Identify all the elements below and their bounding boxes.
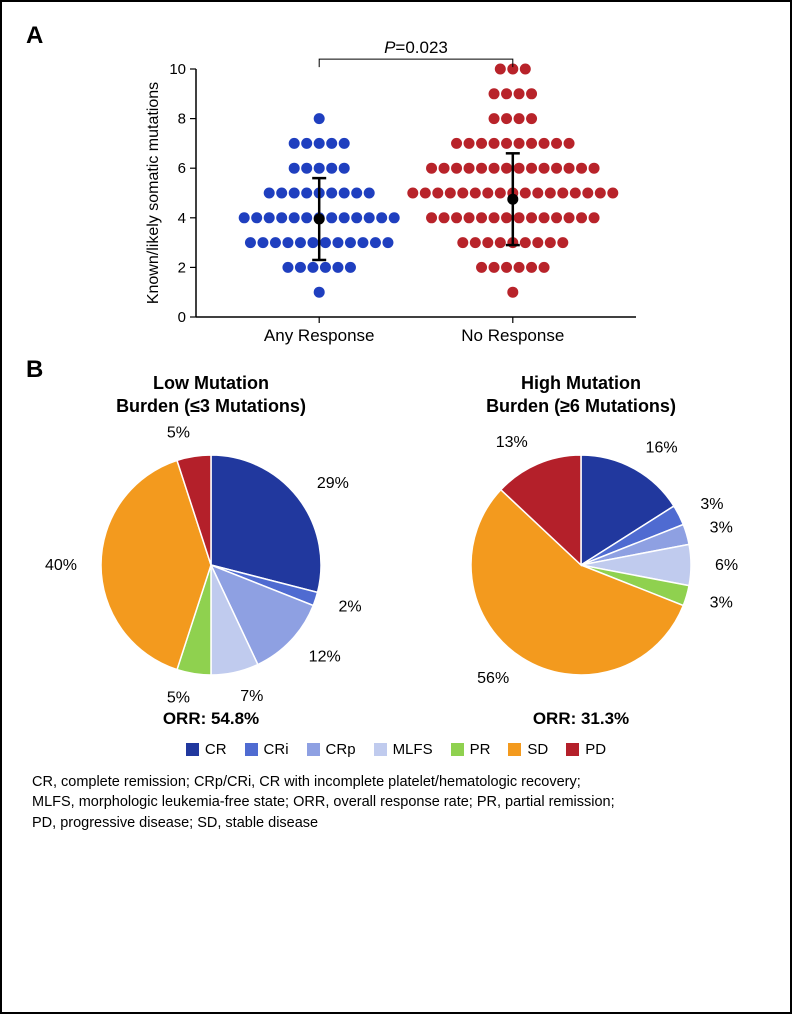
svg-text:P=0.023: P=0.023 <box>384 38 448 57</box>
pie-title-low-line2: Burden (≤3 Mutations) <box>116 396 306 416</box>
svg-text:5%: 5% <box>167 425 190 442</box>
pie-title-high-line1: High Mutation <box>521 373 641 393</box>
legend-swatch <box>508 743 521 756</box>
pie-svg-high: 16% 3% 3% 6% 3% 56% 13% <box>421 425 741 705</box>
svg-text:No Response: No Response <box>461 326 564 345</box>
legend-swatch <box>451 743 464 756</box>
pie-row: Low Mutation Burden (≤3 Mutations) 29% 2%… <box>26 362 766 729</box>
svg-text:29%: 29% <box>317 475 349 492</box>
pie-block-low: Low Mutation Burden (≤3 Mutations) 29% 2%… <box>41 372 381 729</box>
svg-text:Known/likely somatic mutations: Known/likely somatic mutations <box>145 82 162 304</box>
legend-swatch <box>186 743 199 756</box>
legend-item-sd: SD <box>508 741 548 758</box>
legend-item-pd: PD <box>566 741 606 758</box>
scatter-svg: 0 2 4 6 8 10 Known/likely somatic mutations Any… <box>146 47 646 347</box>
legend-swatch <box>245 743 258 756</box>
legend-label: CR <box>205 741 227 758</box>
legend-item-cri: CRi <box>245 741 289 758</box>
panel-b: B Low Mutation Burden (≤3 Mutations) 29%… <box>26 362 766 1002</box>
svg-text:6%: 6% <box>715 557 738 574</box>
legend-label: PR <box>470 741 491 758</box>
svg-text:7%: 7% <box>240 688 263 705</box>
legend: CR CRi CRp MLFS PR SD PD <box>26 741 766 758</box>
legend-label: CRp <box>326 741 356 758</box>
figure-container: A 0 2 4 6 8 10 Known/likely somatic mutations A… <box>0 0 792 1014</box>
pie-title-high-line2: Burden (≥6 Mutations) <box>486 396 676 416</box>
orr-low: ORR: 54.8% <box>163 709 259 729</box>
panel-b-label: B <box>26 356 43 384</box>
panel-a: A 0 2 4 6 8 10 Known/likely somatic mutations A… <box>26 22 766 362</box>
pie-block-high: High Mutation Burden (≥6 Mutations) 16% 3… <box>411 372 751 729</box>
pie-svg-low: 29%2%12%7%5%40%5% <box>51 425 371 705</box>
scatter-plot: 0 2 4 6 8 10 Known/likely somatic mutations Any… <box>146 47 646 347</box>
svg-text:3%: 3% <box>710 520 733 537</box>
svg-text:10: 10 <box>169 61 186 78</box>
svg-text:56%: 56% <box>477 670 509 687</box>
legend-label: PD <box>585 741 606 758</box>
caption-line3: PD, progressive disease; SD, stable dise… <box>32 815 318 831</box>
legend-item-cr: CR <box>186 741 227 758</box>
svg-text:Any Response: Any Response <box>264 326 375 345</box>
legend-swatch <box>374 743 387 756</box>
legend-swatch <box>566 743 579 756</box>
svg-text:40%: 40% <box>45 557 77 574</box>
svg-text:4: 4 <box>178 210 186 227</box>
svg-text:16%: 16% <box>646 440 678 457</box>
svg-text:3%: 3% <box>710 594 733 611</box>
svg-text:6: 6 <box>178 160 186 177</box>
legend-item-pr: PR <box>451 741 491 758</box>
caption-line2: MLFS, morphologic leukemia-free state; O… <box>32 794 615 810</box>
legend-label: SD <box>527 741 548 758</box>
caption-line1: CR, complete remission; CRp/CRi, CR with… <box>32 774 581 790</box>
legend-label: MLFS <box>393 741 433 758</box>
legend-item-mlfs: MLFS <box>374 741 433 758</box>
svg-text:3%: 3% <box>700 496 723 513</box>
svg-text:0: 0 <box>178 309 186 326</box>
pie-title-high: High Mutation Burden (≥6 Mutations) <box>486 372 676 417</box>
pie-title-low-line1: Low Mutation <box>153 373 269 393</box>
svg-text:8: 8 <box>178 111 186 128</box>
panel-a-label: A <box>26 22 43 50</box>
svg-text:12%: 12% <box>309 649 341 666</box>
pie-title-low: Low Mutation Burden (≤3 Mutations) <box>116 372 306 417</box>
caption: CR, complete remission; CRp/CRi, CR with… <box>26 766 766 833</box>
svg-text:2: 2 <box>178 259 186 276</box>
svg-text:2%: 2% <box>338 598 361 615</box>
orr-high: ORR: 31.3% <box>533 709 629 729</box>
legend-label: CRi <box>264 741 289 758</box>
legend-swatch <box>307 743 320 756</box>
svg-text:13%: 13% <box>496 434 528 451</box>
legend-item-crp: CRp <box>307 741 356 758</box>
svg-text:5%: 5% <box>167 689 190 706</box>
